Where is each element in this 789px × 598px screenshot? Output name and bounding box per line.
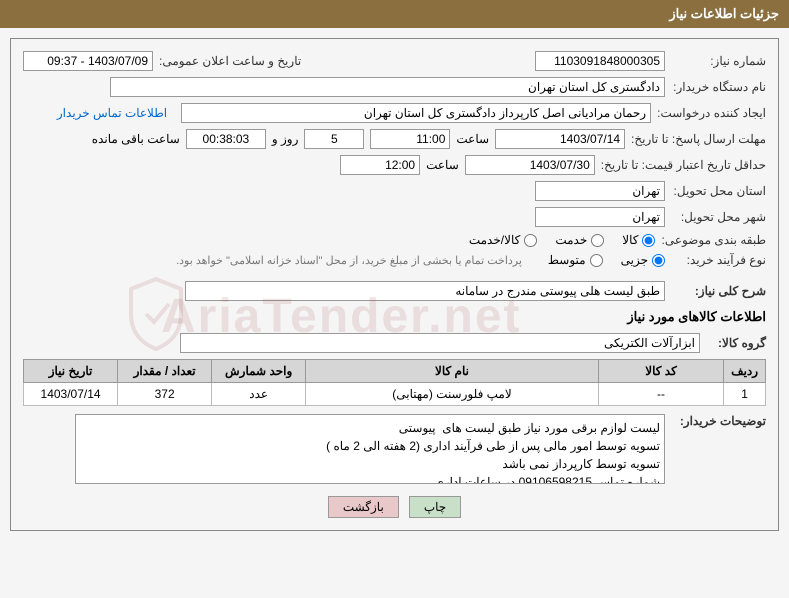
th-name: نام کالا	[306, 360, 599, 383]
remaining-time-field	[186, 129, 266, 149]
label-remaining: ساعت باقی مانده	[92, 132, 180, 146]
cell-date: 1403/07/14	[24, 383, 118, 406]
label-general-desc: شرح کلی نیاز:	[671, 284, 766, 298]
label-request-no: شماره نیاز:	[671, 54, 766, 68]
table-header-row: ردیف کد کالا نام کالا واحد شمارش تعداد /…	[24, 360, 766, 383]
cell-name: لامپ فلورسنت (مهتابی)	[306, 383, 599, 406]
label-delivery-province: استان محل تحویل:	[671, 184, 766, 198]
request-no-field	[535, 51, 665, 71]
classification-radios: کالا خدمت کالا/خدمت	[469, 233, 656, 247]
radio-jozi[interactable]: جزیی	[621, 253, 665, 267]
radio-kala-input[interactable]	[642, 234, 655, 247]
panel-header: جزئیات اطلاعات نیاز	[0, 0, 789, 28]
radio-khedmat[interactable]: خدمت	[555, 233, 604, 247]
process-radios: جزیی متوسط	[548, 253, 665, 267]
items-info-title: اطلاعات کالاهای مورد نیاز	[23, 309, 766, 325]
label-announce-datetime: تاریخ و ساعت اعلان عمومی:	[159, 54, 301, 68]
radio-kala[interactable]: کالا	[622, 233, 655, 247]
label-classification: طبقه بندی موضوعی:	[661, 233, 766, 247]
payment-note: پرداخت تمام یا بخشی از مبلغ خرید، از محل…	[176, 254, 522, 267]
cell-code: --	[598, 383, 723, 406]
label-buyer-org: نام دستگاه خریدار:	[671, 80, 766, 94]
requester-field	[181, 103, 651, 123]
delivery-city-field	[535, 207, 665, 227]
panel-title: جزئیات اطلاعات نیاز	[669, 6, 779, 21]
th-unit: واحد شمارش	[212, 360, 306, 383]
item-group-field	[180, 333, 700, 353]
th-idx: ردیف	[724, 360, 766, 383]
th-date: تاریخ نیاز	[24, 360, 118, 383]
back-button[interactable]: بازگشت	[328, 496, 399, 518]
items-table: ردیف کد کالا نام کالا واحد شمارش تعداد /…	[23, 359, 766, 406]
radio-jozi-input[interactable]	[652, 254, 665, 267]
delivery-province-field	[535, 181, 665, 201]
radio-kala-khedmat[interactable]: کالا/خدمت	[469, 233, 537, 247]
th-code: کد کالا	[598, 360, 723, 383]
label-delivery-city: شهر محل تحویل:	[671, 210, 766, 224]
radio-motevaset-input[interactable]	[590, 254, 603, 267]
content-panel: AriaTender.net شماره نیاز: تاریخ و ساعت …	[10, 38, 779, 531]
radio-motevaset[interactable]: متوسط	[548, 253, 603, 267]
cell-qty: 372	[118, 383, 212, 406]
validity-date-field	[465, 155, 595, 175]
general-desc-field	[185, 281, 665, 301]
label-item-group: گروه کالا:	[706, 336, 766, 350]
remaining-days-field	[304, 129, 364, 149]
radio-khedmat-input[interactable]	[591, 234, 604, 247]
cell-idx: 1	[724, 383, 766, 406]
print-button[interactable]: چاپ	[409, 496, 461, 518]
validity-time-field	[340, 155, 420, 175]
label-price-validity: حداقل تاریخ اعتبار قیمت: تا تاریخ:	[601, 158, 766, 172]
buyer-org-field	[110, 77, 665, 97]
cell-unit: عدد	[212, 383, 306, 406]
label-days-and: روز و	[272, 132, 299, 146]
label-hour-1: ساعت	[456, 132, 489, 146]
announce-datetime-field	[23, 51, 153, 71]
label-process: نوع فرآیند خرید:	[671, 253, 766, 267]
label-deadline: مهلت ارسال پاسخ: تا تاریخ:	[631, 132, 766, 146]
table-row: 1 -- لامپ فلورسنت (مهتابی) عدد 372 1403/…	[24, 383, 766, 406]
th-qty: تعداد / مقدار	[118, 360, 212, 383]
deadline-time-field	[370, 129, 450, 149]
label-hour-2: ساعت	[426, 158, 459, 172]
label-requester: ایجاد کننده درخواست:	[657, 106, 766, 120]
radio-kala-khedmat-input[interactable]	[524, 234, 537, 247]
deadline-date-field	[495, 129, 625, 149]
buyer-notes-field	[75, 414, 665, 484]
buyer-contact-link[interactable]: اطلاعات تماس خریدار	[57, 106, 167, 120]
label-buyer-notes: توضیحات خریدار:	[671, 414, 766, 428]
